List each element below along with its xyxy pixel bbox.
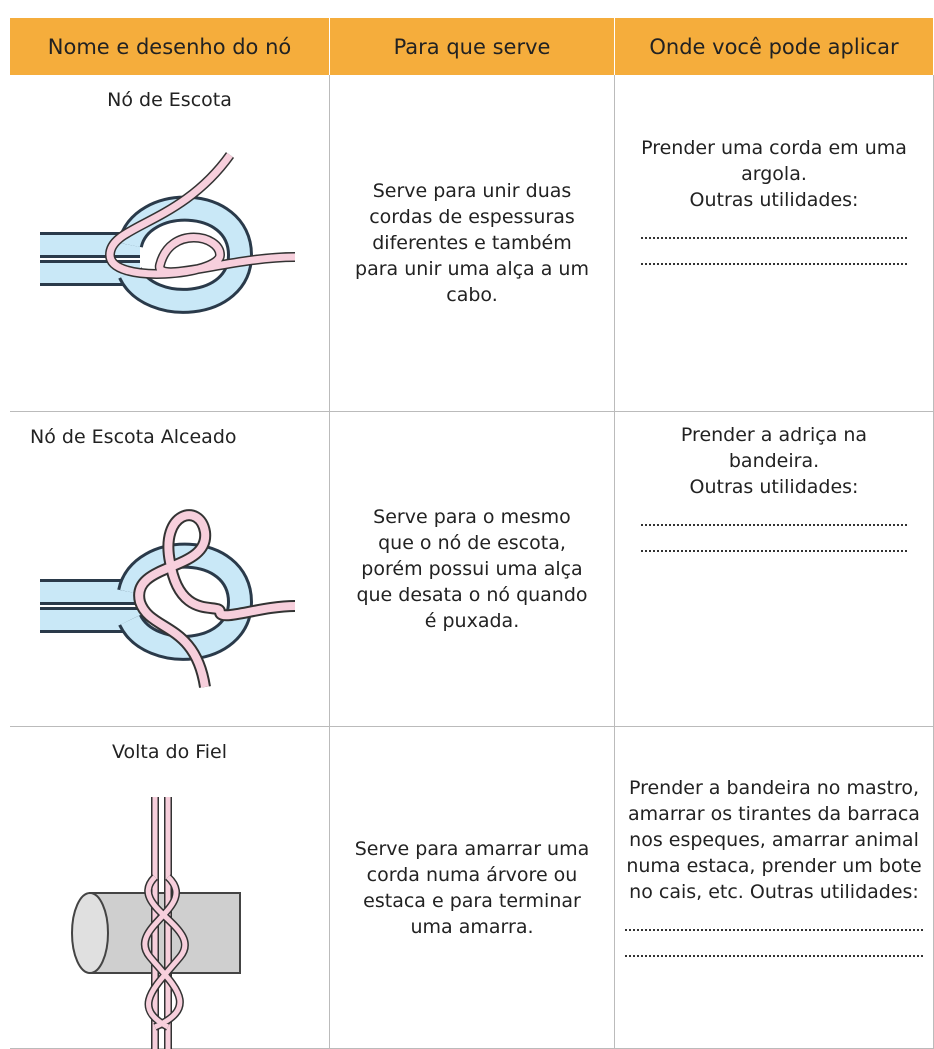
header-cell: Para que serve [330,18,615,75]
other-uses-label: Outras utilidades: [689,476,859,498]
application-text: Prender a bandeira no mastro, amarrar os… [626,777,922,903]
use-cell: Serve para amarrar uma corda numa árvore… [330,727,615,1049]
dotted-line [641,239,907,265]
name-cell: Nó de Escota [10,75,330,412]
dotted-line [625,905,923,931]
knot-drawing [40,509,296,689]
knot-name: Nó de Escota [107,89,232,111]
dotted-line [625,931,923,957]
other-uses-label: Outras utilidades: [689,189,859,211]
use-cell: Serve para unir duas cordas de espessura… [330,75,615,412]
use-text: Serve para unir duas cordas de espessura… [355,180,589,306]
dotted-line [641,213,907,239]
header-cell: Nome e desenho do nó [10,18,330,75]
use-text: Serve para o mesmo que o nó de escota, p… [356,506,588,632]
knot-name: Nó de Escota Alceado [30,426,237,448]
application-text: Prender a adriça na bandeira. [680,424,868,472]
knot-table: Nome e desenho do nó Para que serve Onde… [10,18,934,1049]
application-cell: Prender uma corda em uma argola. Outras … [615,75,934,412]
other-uses-label: Outras utilidades: [749,881,919,903]
use-cell: Serve para o mesmo que o nó de escota, p… [330,412,615,727]
name-cell: Volta do Fiel [10,727,330,1049]
header-cell: Onde você pode aplicar [615,18,934,75]
application-cell: Prender a adriça na bandeira. Outras uti… [615,412,934,727]
knot-drawing [40,152,296,314]
application-cell: Prender a bandeira no mastro, amarrar os… [615,727,934,1049]
dotted-line [641,500,907,526]
name-cell: Nó de Escota Alceado [10,412,330,727]
dotted-line [641,526,907,552]
knot-name: Volta do Fiel [111,741,228,763]
knot-drawing [71,797,241,1049]
use-text: Serve para amarrar uma corda numa árvore… [354,837,590,938]
application-text: Prender uma corda em uma argola. [641,137,907,185]
